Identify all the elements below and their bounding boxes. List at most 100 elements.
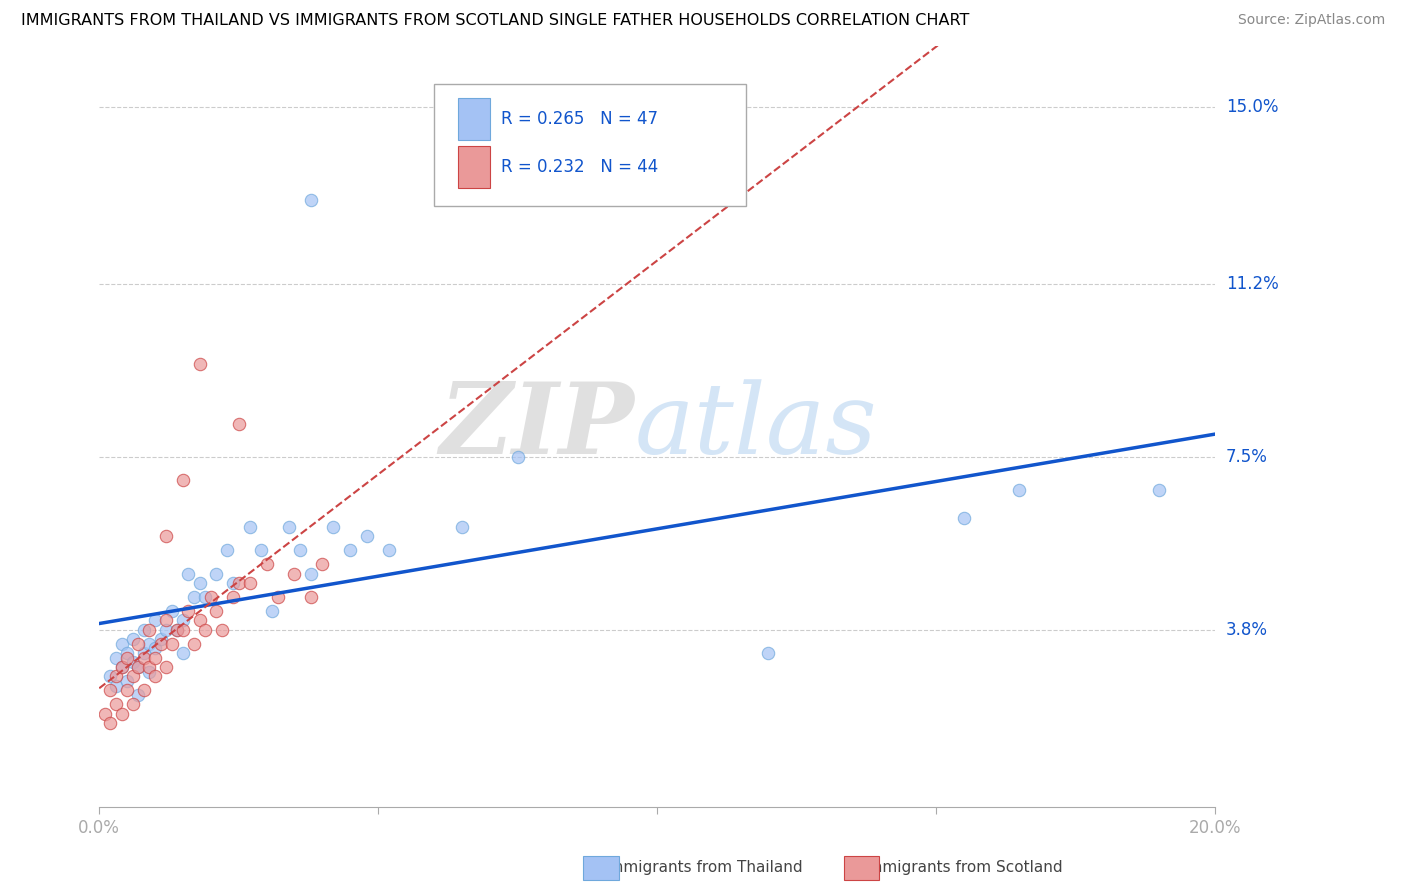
Point — [1147, 483, 1170, 497]
Point — [104, 698, 127, 712]
Text: Immigrants from Scotland: Immigrants from Scotland — [863, 860, 1063, 874]
Point — [200, 590, 222, 604]
Point — [299, 566, 322, 581]
Point — [194, 590, 217, 604]
Point — [222, 590, 245, 604]
Point — [228, 576, 250, 591]
Point — [506, 450, 529, 464]
Point — [239, 520, 262, 534]
Point — [299, 193, 322, 207]
Point — [1008, 483, 1031, 497]
Point — [228, 417, 250, 432]
Point — [172, 646, 194, 660]
Point — [217, 543, 239, 558]
Point — [288, 543, 311, 558]
Point — [98, 716, 121, 731]
Text: R = 0.232   N = 44: R = 0.232 N = 44 — [501, 158, 658, 176]
Point — [266, 590, 288, 604]
Point — [155, 613, 177, 627]
Point — [177, 566, 200, 581]
Point — [104, 679, 127, 693]
Point — [155, 623, 177, 637]
Point — [143, 650, 166, 665]
Text: ZIP: ZIP — [440, 378, 634, 475]
Point — [172, 613, 194, 627]
Point — [356, 529, 378, 543]
Text: IMMIGRANTS FROM THAILAND VS IMMIGRANTS FROM SCOTLAND SINGLE FATHER HOUSEHOLDS CO: IMMIGRANTS FROM THAILAND VS IMMIGRANTS F… — [21, 13, 970, 29]
Point — [378, 543, 401, 558]
Point — [98, 669, 121, 683]
Bar — [458, 98, 489, 140]
Point — [166, 623, 188, 637]
Point — [127, 637, 149, 651]
Point — [143, 641, 166, 656]
Point — [322, 520, 344, 534]
Point — [188, 613, 211, 627]
Point — [104, 650, 127, 665]
Point — [115, 673, 138, 688]
Point — [121, 698, 143, 712]
Point — [758, 646, 780, 660]
Point — [115, 650, 138, 665]
Point — [94, 706, 117, 721]
Point — [211, 623, 233, 637]
Point — [138, 637, 160, 651]
Point — [155, 529, 177, 543]
Point — [104, 669, 127, 683]
Text: 7.5%: 7.5% — [1226, 448, 1268, 466]
Point — [132, 683, 155, 698]
Point — [127, 660, 149, 674]
Point — [121, 656, 143, 670]
Point — [132, 646, 155, 660]
Point — [110, 660, 132, 674]
Point — [110, 706, 132, 721]
Point — [155, 660, 177, 674]
Point — [239, 576, 262, 591]
Text: atlas: atlas — [634, 379, 877, 475]
Point — [250, 543, 273, 558]
Point — [160, 637, 183, 651]
Point — [205, 566, 228, 581]
Point — [262, 604, 284, 618]
FancyBboxPatch shape — [434, 84, 747, 206]
Point — [98, 683, 121, 698]
Point — [115, 683, 138, 698]
Point — [121, 669, 143, 683]
Point — [311, 558, 333, 572]
Point — [132, 623, 155, 637]
Point — [110, 660, 132, 674]
Point — [143, 613, 166, 627]
Point — [160, 604, 183, 618]
Point — [183, 590, 205, 604]
Point — [138, 660, 160, 674]
Point — [143, 669, 166, 683]
Text: 3.8%: 3.8% — [1226, 621, 1268, 639]
Point — [149, 632, 172, 646]
Point — [172, 473, 194, 487]
Point — [952, 510, 974, 524]
Point — [132, 650, 155, 665]
Text: 11.2%: 11.2% — [1226, 276, 1278, 293]
Text: 15.0%: 15.0% — [1226, 98, 1278, 116]
Point — [121, 632, 143, 646]
Point — [339, 543, 361, 558]
Point — [177, 604, 200, 618]
Point — [138, 623, 160, 637]
Point — [194, 623, 217, 637]
Point — [188, 576, 211, 591]
Point — [450, 520, 472, 534]
Point — [115, 646, 138, 660]
Point — [277, 520, 299, 534]
Point — [283, 566, 305, 581]
Point — [172, 623, 194, 637]
Point — [299, 590, 322, 604]
Point — [256, 558, 278, 572]
Point — [188, 357, 211, 371]
Point — [222, 576, 245, 591]
Point — [183, 637, 205, 651]
Text: Source: ZipAtlas.com: Source: ZipAtlas.com — [1237, 13, 1385, 28]
Point — [127, 688, 149, 702]
Point — [166, 623, 188, 637]
Text: Immigrants from Thailand: Immigrants from Thailand — [603, 860, 803, 874]
Point — [149, 637, 172, 651]
